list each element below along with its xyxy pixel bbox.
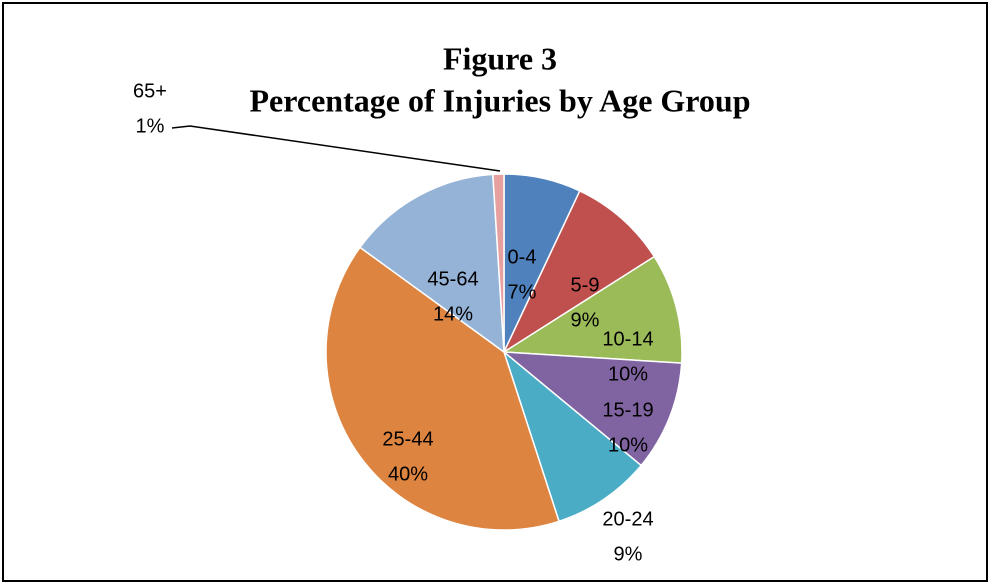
value-label: 9% [614,543,643,565]
pie-slice [501,255,683,364]
category-label: 5-9 [571,274,600,296]
category-label: 65+ [133,80,167,102]
value-label: 9% [571,309,600,331]
value-label: 40% [388,463,428,485]
chart-title: Figure 3 [443,40,557,76]
category-label: 45-64 [427,268,478,290]
value-label: 14% [433,303,473,325]
category-label: 15-19 [602,399,653,421]
value-label: 10% [608,434,648,456]
category-label: 0-4 [508,246,537,268]
leader-line [171,125,501,172]
chart-subtitle: Percentage of Injuries by Age Group [250,82,751,118]
pie-slice [502,189,656,355]
pie-slice [501,351,683,467]
category-label: 25-44 [382,428,433,450]
value-label: 1% [136,115,165,137]
pie-slice [358,173,505,354]
pie-slice [492,173,505,353]
value-label: 7% [508,281,537,303]
pie-slice [325,246,560,531]
value-label: 10% [608,363,648,385]
category-label: 20-24 [602,508,653,530]
category-label: 10-14 [602,328,653,350]
pie-slice [502,349,643,523]
